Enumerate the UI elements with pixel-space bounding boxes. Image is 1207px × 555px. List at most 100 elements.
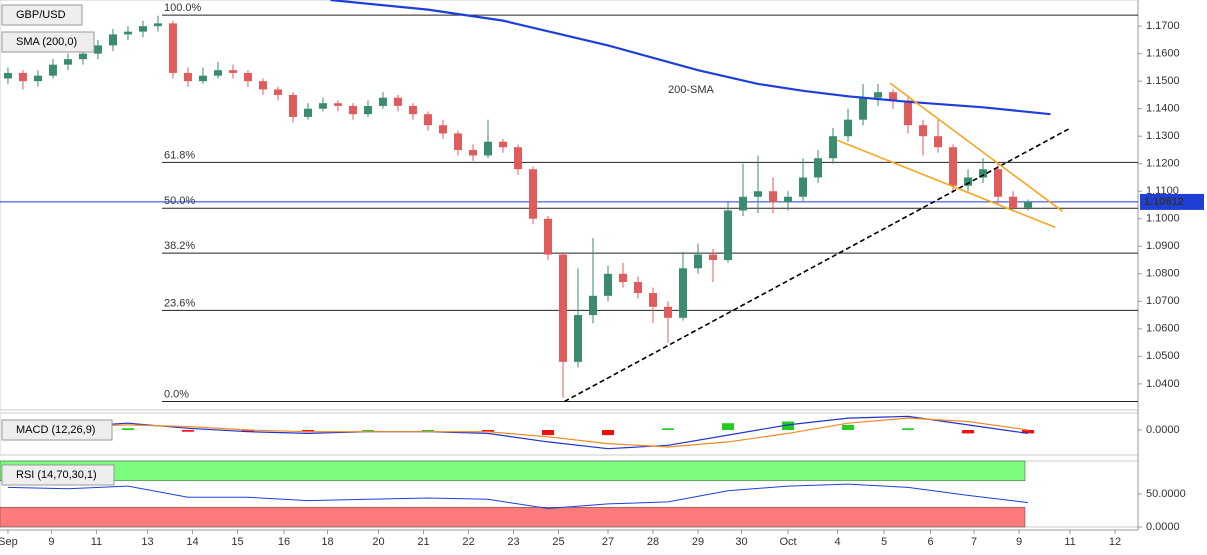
macd-histogram-bar [181,430,194,432]
x-tick-label: 15 [231,536,243,548]
y-tick-label: 1.0400 [1146,378,1180,390]
y-tick-label: 1.1200 [1146,158,1180,170]
candle-body [543,218,552,255]
candle-body [574,315,583,362]
candle-body [709,254,718,261]
y-tick-label: 1.0600 [1146,323,1180,335]
candle-body [739,196,748,211]
y-tick-label: 0.0000 [1146,424,1180,436]
x-tick-label: 11 [91,536,102,548]
candle-body [964,177,973,186]
candle-body [138,26,147,32]
candle-body [874,92,883,98]
candle-body [18,72,27,82]
rsi-lower-band [0,506,1026,528]
legend-box [1,31,95,53]
candle-body [333,103,342,106]
candle-body [649,293,658,307]
x-tick-label: 30 [735,536,747,548]
candle-body [814,158,823,178]
y-tick-label: 1.1500 [1146,75,1180,87]
macd-title: MACD (12,26,9) [16,424,95,436]
price-label: 1.10612 [1144,196,1184,208]
candle-body [589,295,598,316]
candle-body [1024,201,1033,208]
fib-label: 61.8% [164,149,195,161]
panel-frame [0,0,1139,411]
candle-body [799,177,808,197]
macd-histogram-bar [481,430,494,432]
x-tick-label: 27 [602,536,614,548]
sma-annotation: 200-SMA [668,84,715,96]
candle-body [93,45,102,54]
candle-body [453,133,462,150]
candle-body [393,97,402,106]
x-tick-label: 7 [971,536,977,548]
x-tick-label: 12 [1109,536,1121,548]
x-tick-label: 14 [186,536,198,548]
candle-body [468,149,477,156]
candle-body [63,59,72,65]
x-tick-label: 6 [927,536,933,548]
candle-body [1009,196,1018,208]
x-tick-label: 9 [1016,536,1022,548]
x-tick-label: Sep [0,536,18,548]
candle-body [844,119,853,137]
trendline [837,139,1056,229]
legend-box [1,464,115,486]
macd-histogram-bar [962,430,975,434]
candle-body [408,105,417,115]
candle-body [859,97,868,120]
fib-label: 100.0% [164,2,202,14]
legend-indicator: SMA (200,0) [16,36,77,48]
candle-body [3,72,12,79]
candle-body [769,191,778,203]
candle-body [528,169,537,219]
macd-histogram-bar [842,424,855,431]
candle-body [423,114,432,126]
x-tick-label: 9 [48,536,54,548]
candle-body [288,94,297,117]
candle-body [679,268,688,318]
candle-body [198,75,207,82]
macd-histogram-bar [902,428,915,431]
rsi-title: RSI (14,70,30,1) [16,469,97,481]
macd-histogram-bar [361,430,374,432]
x-tick-label: 25 [552,536,564,548]
x-tick-label: 22 [462,536,474,548]
macd-histogram-bar [602,430,615,436]
candle-body [904,100,913,126]
candle-body [48,64,57,76]
x-tick-label: 21 [417,536,429,548]
y-tick-label: 50.0000 [1146,488,1186,500]
x-tick-label: 20 [372,536,384,548]
rsi-upper-band [0,460,1026,482]
trendline [889,82,1064,212]
candle-body [949,147,958,186]
candle-body [348,105,357,115]
y-tick-label: 1.1000 [1146,213,1180,225]
price-box [1140,193,1204,210]
x-tick-label: 5 [881,536,887,548]
candle-body [168,23,177,73]
macd-histogram-bar [662,428,675,431]
candle-body [78,53,87,60]
x-tick-label: 4 [834,536,840,548]
candle-body [994,169,1003,197]
candle-body [889,92,898,101]
candle-body [213,70,222,76]
macd-histogram-bar [1022,430,1035,434]
candle-body [664,306,673,318]
macd-histogram-bar [241,430,254,432]
candle-body [273,89,282,95]
x-tick-label: 13 [141,536,153,548]
candle-body [619,273,628,283]
x-tick-label: 28 [647,536,659,548]
candle-body [604,273,613,296]
panel-frame [0,412,1139,456]
x-tick-label: 18 [321,536,333,548]
candle-body [934,136,943,148]
x-tick-label: 29 [692,536,704,548]
sma-line [330,0,1051,116]
